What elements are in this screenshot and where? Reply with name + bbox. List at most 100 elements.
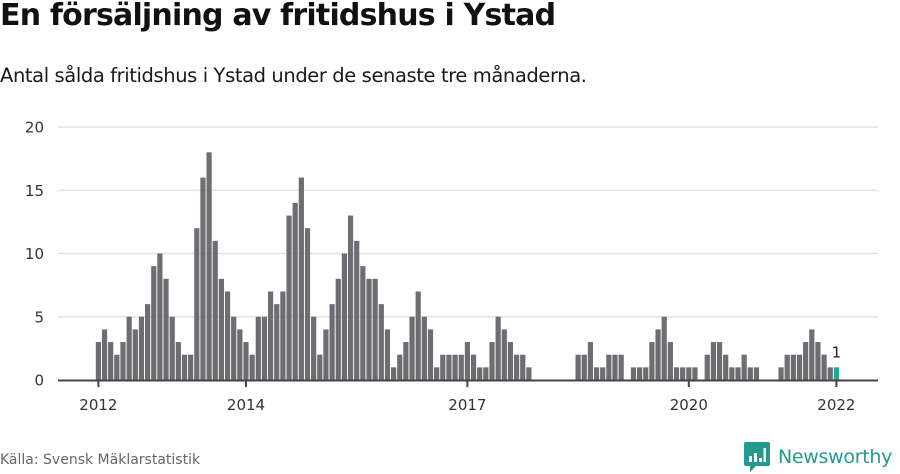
bar <box>637 367 643 380</box>
bar <box>434 367 440 380</box>
bar <box>126 316 132 380</box>
brand-name: Newsworthy <box>778 446 893 468</box>
bar <box>120 342 126 380</box>
bar <box>827 367 833 380</box>
bar <box>286 215 292 380</box>
bar <box>366 278 372 380</box>
gridlines <box>58 126 878 318</box>
highlighted-bar <box>833 367 839 380</box>
bar <box>581 354 587 380</box>
bar <box>409 316 415 380</box>
brand-logo: Newsworthy <box>744 441 892 473</box>
bar <box>194 228 200 380</box>
bar <box>692 367 698 380</box>
bar <box>507 342 514 380</box>
bar <box>667 342 673 380</box>
bar <box>483 367 489 380</box>
bar <box>421 316 427 380</box>
bar <box>114 354 120 380</box>
bar <box>397 354 403 380</box>
bar <box>446 354 452 380</box>
x-tick-label: 2022 <box>817 396 855 414</box>
bar <box>815 342 821 380</box>
bar <box>311 316 317 380</box>
bar <box>403 342 409 380</box>
bar <box>108 342 114 380</box>
bar <box>427 329 434 380</box>
bar <box>489 342 495 380</box>
bar <box>735 367 741 380</box>
bar <box>526 367 532 380</box>
y-tick-label: 5 <box>34 308 44 326</box>
y-tick-label: 0 <box>34 372 44 390</box>
bar <box>655 329 661 380</box>
bar <box>212 240 218 380</box>
y-tick-label: 15 <box>25 182 44 200</box>
bar <box>206 152 212 380</box>
bar <box>329 304 335 380</box>
chart-subtitle: Antal sålda fritidshus i Ystad under de … <box>0 64 587 87</box>
bar <box>292 202 298 380</box>
bar <box>753 367 760 380</box>
highlight-value-label: 1 <box>832 343 842 361</box>
bar <box>268 291 274 380</box>
bar <box>661 316 667 380</box>
bar <box>729 367 735 380</box>
bar <box>587 342 593 380</box>
bar <box>181 354 188 380</box>
bar <box>495 316 501 380</box>
bar <box>477 367 483 380</box>
bar <box>501 329 507 380</box>
bar <box>200 177 206 380</box>
bar <box>237 329 243 380</box>
bar <box>458 354 464 380</box>
bar <box>298 177 304 380</box>
bar <box>341 253 347 380</box>
bar <box>704 354 710 380</box>
bar <box>360 266 366 380</box>
bar <box>163 278 169 380</box>
bar <box>218 278 224 380</box>
bar <box>347 215 354 380</box>
bar <box>280 291 286 380</box>
x-tick-label: 2014 <box>227 396 265 414</box>
bar <box>809 329 815 380</box>
source-credit: Källa: Svensk Mäklarstatistik <box>0 452 201 468</box>
bar <box>132 329 138 380</box>
bar <box>686 367 692 380</box>
bar <box>378 304 384 380</box>
bar <box>323 329 329 380</box>
bars <box>95 152 839 380</box>
bar <box>649 342 655 380</box>
bar <box>261 316 268 380</box>
x-tick-label: 2012 <box>79 396 117 414</box>
bar <box>243 342 249 380</box>
bar <box>778 367 784 380</box>
bar <box>151 266 157 380</box>
bar <box>255 316 261 380</box>
bar <box>790 354 796 380</box>
highlight-annotation: 1 <box>832 343 842 361</box>
chart-title: En försäljning av fritidshus i Ystad <box>0 0 556 33</box>
y-axis-ticks: 0 5 10 15 20 <box>25 119 44 390</box>
bar <box>274 304 280 380</box>
bar <box>188 354 194 380</box>
bar <box>680 367 686 380</box>
bar <box>169 316 175 380</box>
bar <box>618 354 624 380</box>
bar <box>372 278 378 380</box>
bar <box>464 342 470 380</box>
x-tick-label: 2017 <box>448 396 486 414</box>
y-tick-label: 20 <box>25 119 44 137</box>
bar <box>723 354 729 380</box>
x-axis-ticks: 2012 2014 2017 2020 2022 <box>79 380 855 414</box>
bar <box>157 253 163 380</box>
bar <box>224 291 231 380</box>
bar <box>796 354 803 380</box>
bar <box>304 228 311 380</box>
bar <box>821 354 827 380</box>
bar <box>354 240 360 380</box>
bar <box>231 316 237 380</box>
bar <box>520 354 526 380</box>
